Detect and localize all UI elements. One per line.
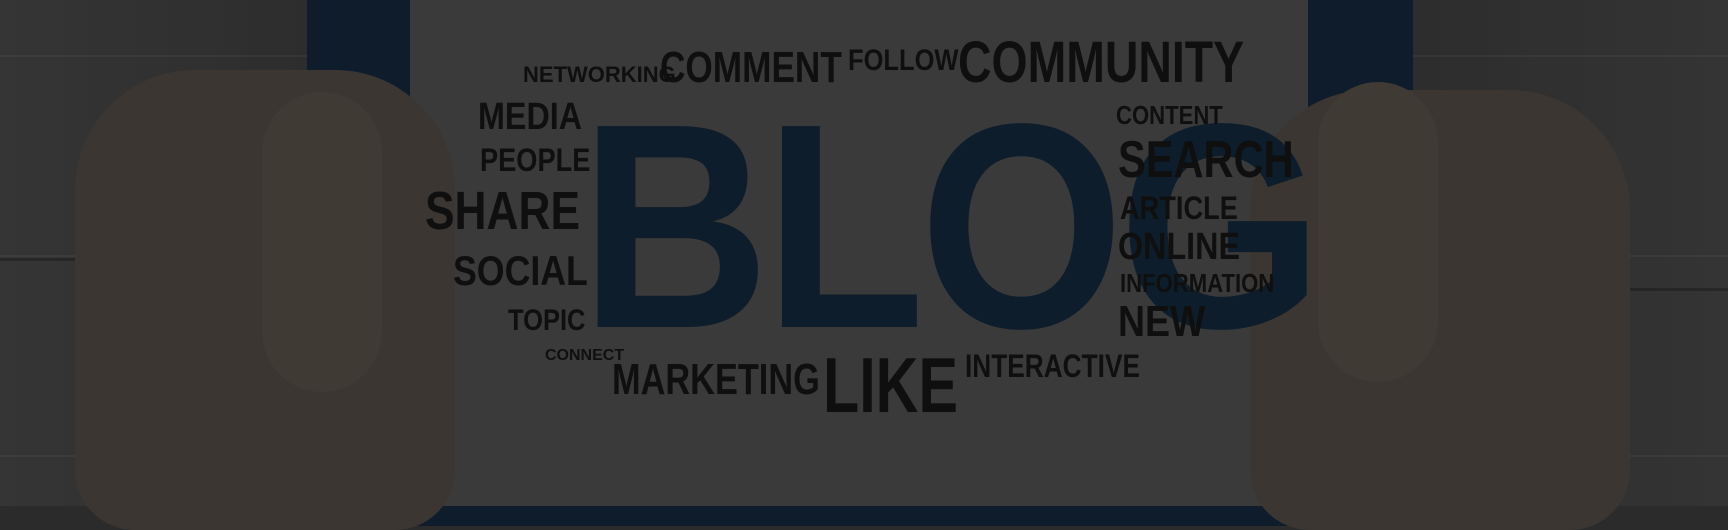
word-topic: TOPIC [508,304,586,337]
word-information: INFORMATION [1120,268,1275,298]
word-follow: FOLLOW [848,44,959,77]
word-social: SOCIAL [453,247,588,294]
word-interactive: INTERACTIVE [965,348,1140,384]
word-people: PEOPLE [480,142,591,178]
word-search: SEARCH [1118,131,1294,189]
right-thumb [1318,82,1438,382]
word-share: SHARE [425,181,581,241]
left-thumb [262,92,382,392]
word-like: LIKE [823,341,959,429]
word-media: MEDIA [478,96,583,138]
word-article: ARTICLE [1120,190,1238,226]
word-networking: NETWORKING [523,62,676,87]
right-hand [1250,90,1630,530]
word-community: COMMUNITY [958,30,1245,95]
word-online: ONLINE [1118,226,1241,268]
tablet-screen [410,0,1308,506]
blog-word: BLOG [580,63,1323,389]
word-content: CONTENT [1116,100,1223,130]
word-comment: COMMENT [660,43,842,92]
word-new: NEW [1118,297,1206,346]
word-connect: CONNECT [545,347,625,364]
word-marketing: MARKETING [612,355,820,404]
